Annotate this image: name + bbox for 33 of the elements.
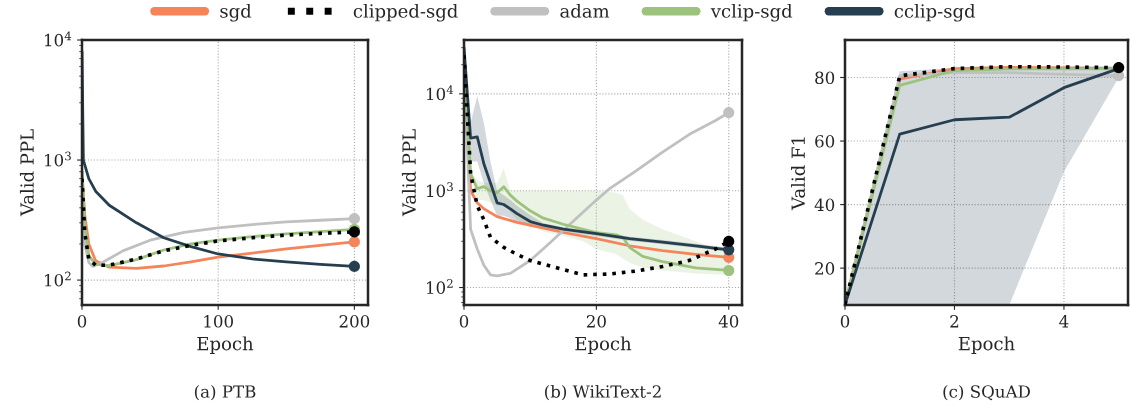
y-tick-label: 10$^{3}$: [44, 151, 71, 167]
y-tick-label: 10$^{3}$: [426, 182, 453, 198]
y-tick-label: 10$^{2}$: [426, 279, 453, 294]
y-axis-title: Valid PPL: [401, 129, 416, 217]
x-axis-title: Epoch: [197, 336, 254, 354]
x-tick-label: 100: [204, 315, 233, 328]
x-tick-label: 200: [339, 315, 370, 328]
legend-label: adam: [560, 3, 610, 18]
x-tick-label: 40: [718, 315, 739, 328]
legend-label: cclip-sgd: [894, 3, 976, 22]
x-tick-label: 0: [459, 315, 469, 328]
y-tick-label: 10$^{2}$: [44, 271, 71, 287]
y-tick-label: 20: [815, 262, 835, 275]
x-tick-label: 20: [586, 315, 606, 328]
x-tick-label: 0: [840, 315, 850, 328]
x-tick-label: 2: [950, 315, 959, 328]
y-tick-label: 10$^{4}$: [44, 31, 72, 47]
y-tick-label: 60: [815, 135, 835, 148]
legend-label: clipped-sgd: [353, 3, 458, 22]
x-tick-label: 4: [1059, 315, 1069, 328]
y-axis-title: Valid PPL: [19, 129, 34, 217]
y-tick-label: 10$^{4}$: [426, 85, 454, 101]
x-axis-title: Epoch: [958, 336, 1015, 354]
text: (a) PTB: [194, 384, 256, 401]
text: (b) WikiText-2: [545, 384, 661, 401]
y-axis-title: Valid F1: [791, 137, 806, 211]
x-axis-title: Epoch: [575, 336, 632, 354]
y-tick-label: 80: [815, 71, 835, 85]
x-tick-label: 0: [77, 315, 87, 328]
legend-label: vclip-sgd: [710, 3, 793, 22]
text: (c) SQuAD: [943, 384, 1030, 401]
y-tick-label: 40: [814, 198, 835, 212]
legend-label: sgd: [220, 3, 252, 22]
